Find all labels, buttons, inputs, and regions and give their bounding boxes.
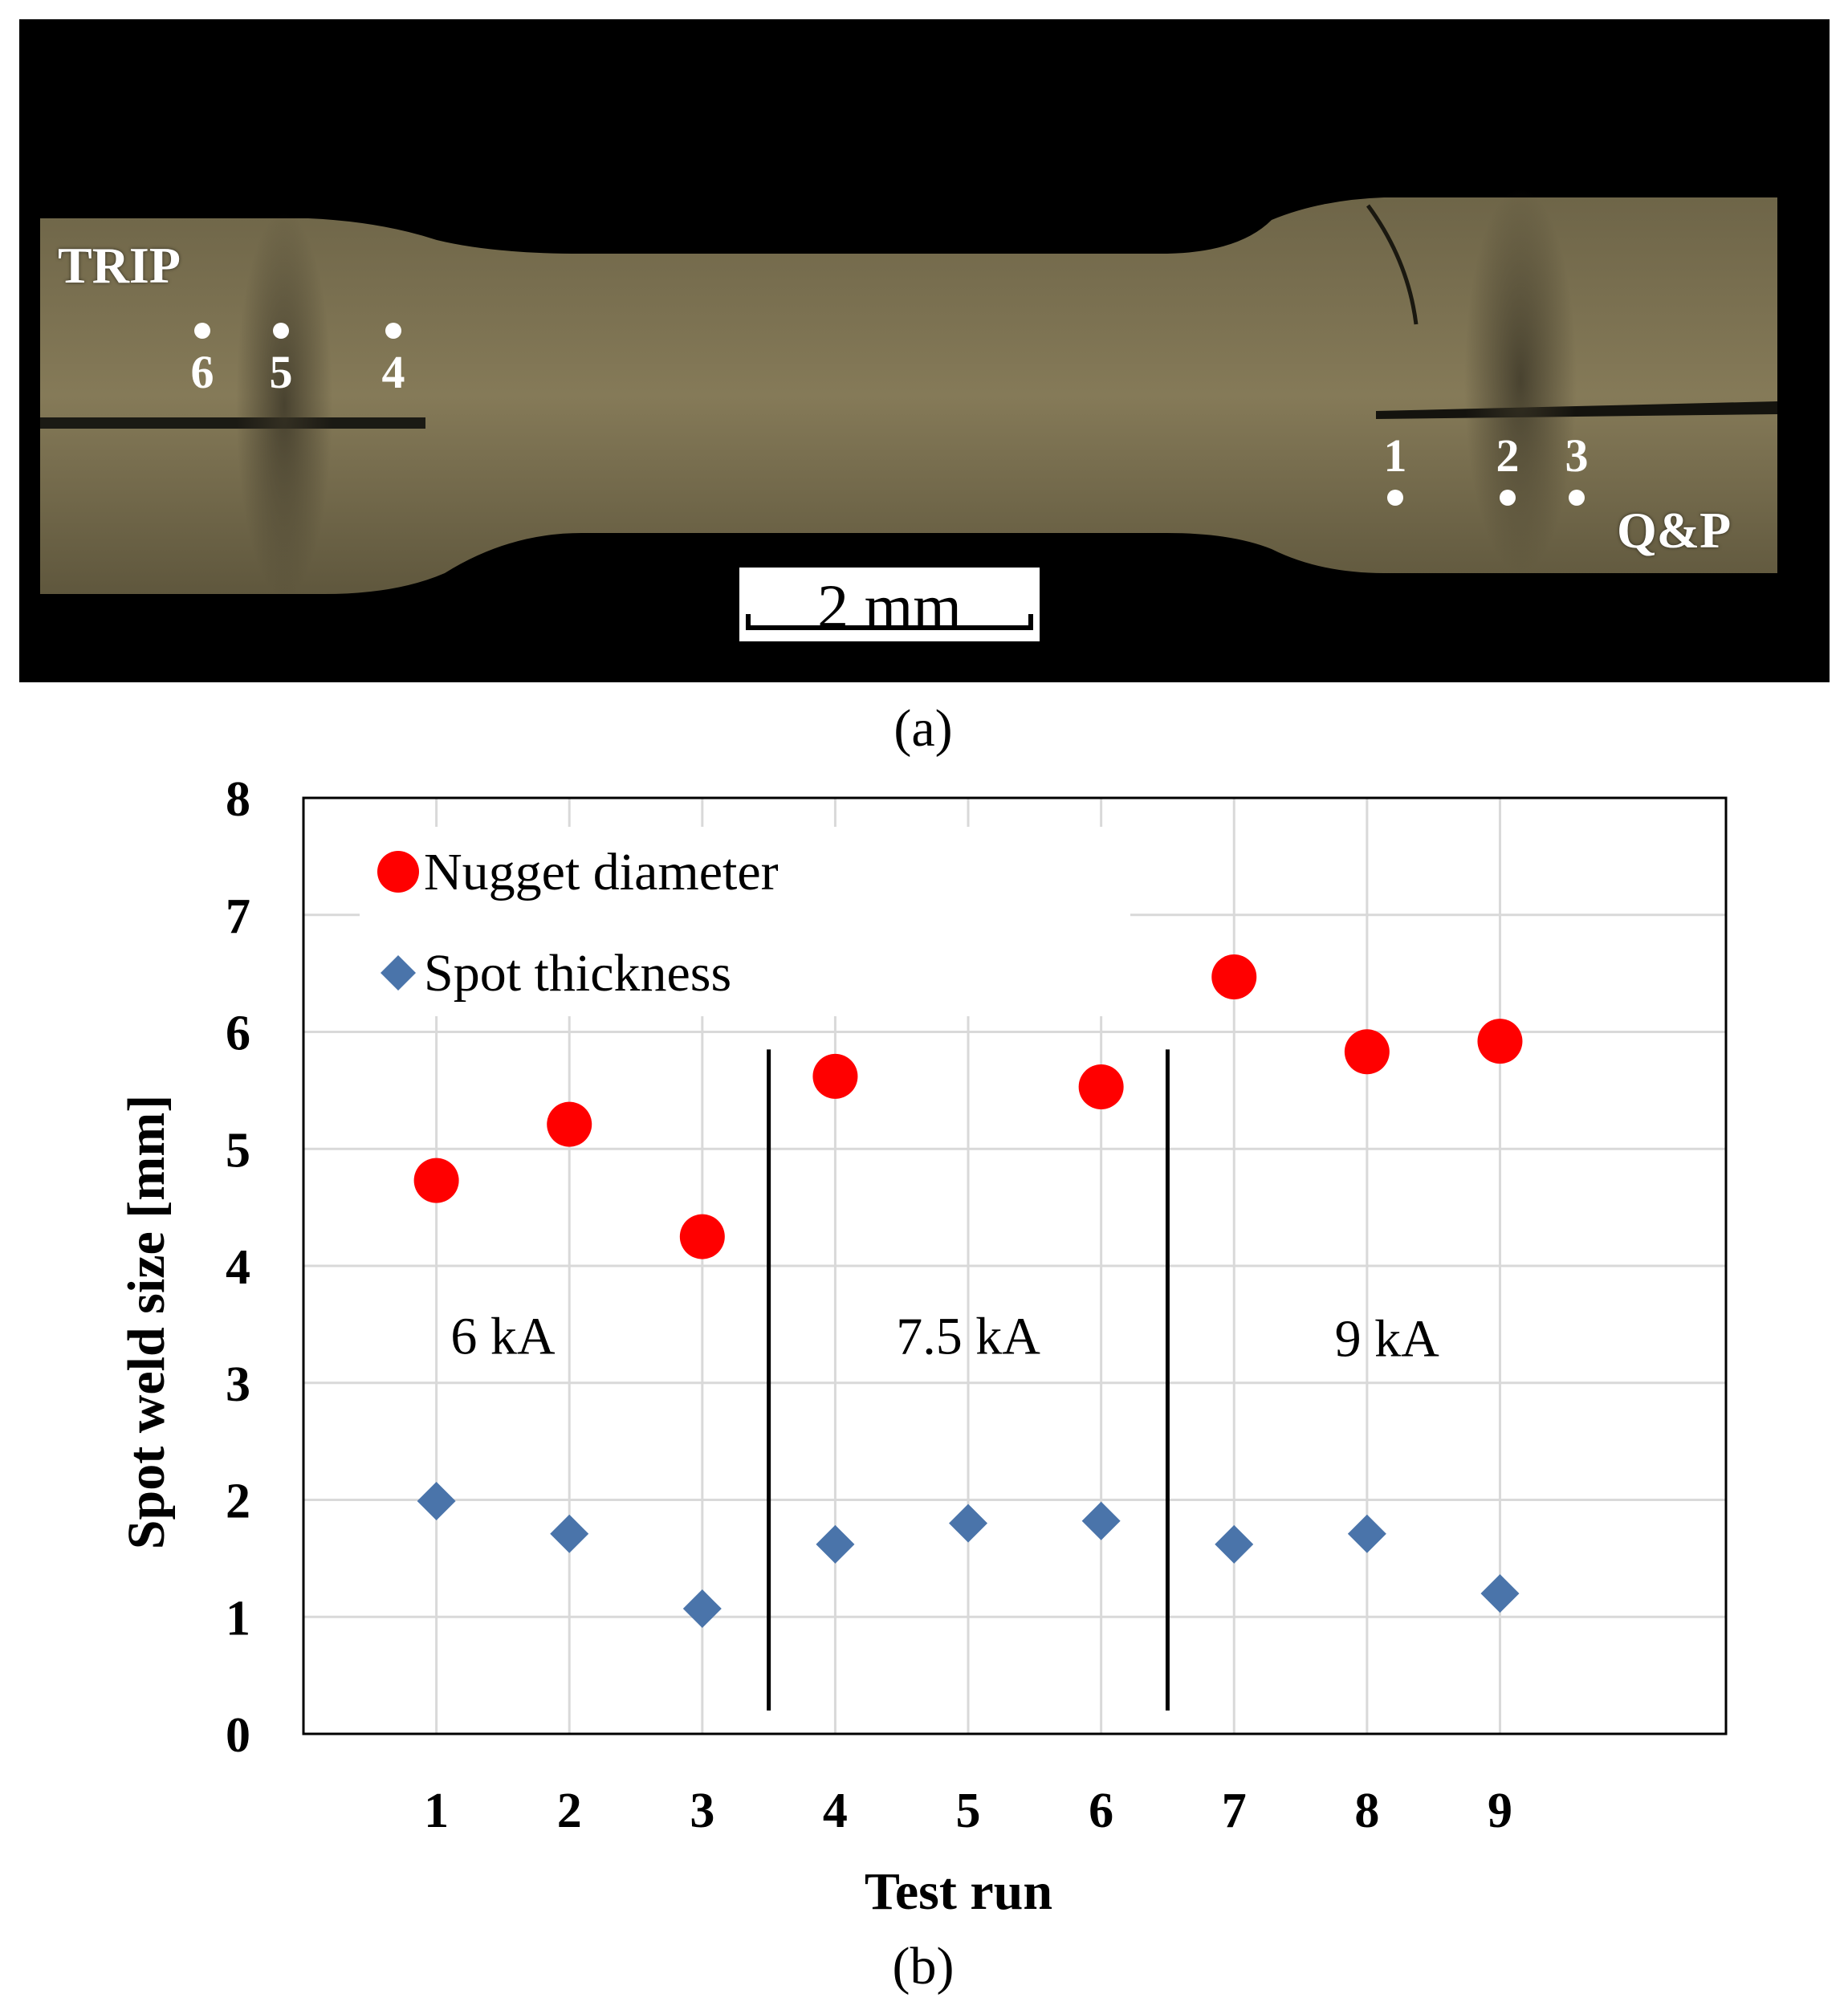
- point-label-3: 3: [1565, 429, 1589, 482]
- scale-bar-box: 2 mm: [737, 565, 1042, 644]
- legend-label: Spot thickness: [424, 944, 731, 1003]
- spot-thickness-point: [1215, 1524, 1254, 1564]
- weld-micrograph: TRIP Q&P 6 5 4 1 2 3 2 mm: [19, 19, 1830, 682]
- point-marker-1: [1387, 490, 1403, 506]
- current-label: 6 kA: [450, 1307, 556, 1365]
- legend-marker-diamond: [381, 955, 416, 991]
- spot-thickness-point: [1480, 1574, 1520, 1613]
- plot-area-frame: [302, 796, 1728, 1735]
- x-tick-label: 6: [1089, 1784, 1113, 1838]
- nugget-diameter-point: [547, 1101, 592, 1147]
- spot-thickness-point: [1081, 1501, 1121, 1540]
- x-tick-label: 7: [1222, 1784, 1247, 1838]
- data-series: [413, 941, 1523, 1629]
- spot-thickness-point: [816, 1524, 855, 1564]
- point-marker-4: [385, 323, 401, 339]
- nugget-diameter-point: [1078, 1064, 1124, 1110]
- weld-cross-section-image: [40, 188, 1777, 597]
- crack-line: [1366, 204, 1419, 325]
- point-marker-2: [1500, 490, 1516, 506]
- spot-thickness-point: [949, 1503, 988, 1543]
- point-marker-5: [273, 323, 289, 339]
- spot-thickness-point: [550, 1514, 589, 1553]
- material-label-trip: TRIP: [58, 237, 181, 294]
- x-tick-label: 4: [823, 1784, 848, 1838]
- point-label-4: 4: [381, 346, 405, 398]
- y-tick-label: 5: [226, 1123, 250, 1178]
- legend-label: Nugget diameter: [424, 843, 779, 901]
- point-label-2: 2: [1496, 429, 1520, 482]
- x-tick-label: 1: [424, 1784, 449, 1838]
- nugget-diameter-point: [1344, 1029, 1390, 1075]
- point-marker-6: [194, 323, 210, 339]
- legend-marker-circle: [377, 851, 419, 893]
- nugget-diameter-point: [812, 1053, 858, 1099]
- panel-label-b: (b): [892, 1937, 955, 1996]
- legend-background: [360, 827, 1130, 1016]
- y-tick-label: 4: [226, 1240, 250, 1295]
- nugget-diameter-point: [413, 1158, 459, 1203]
- current-label: 9 kA: [1335, 1309, 1440, 1368]
- y-tick-label: 1: [226, 1591, 250, 1646]
- point-label-6: 6: [190, 346, 214, 398]
- nugget-diameter-point: [1211, 954, 1257, 999]
- x-tick-label: 8: [1354, 1784, 1379, 1838]
- y-tick-label: 6: [226, 1007, 250, 1061]
- y-tick-label: 0: [226, 1708, 250, 1763]
- chart-legend: Nugget diameter Spot thickness: [360, 827, 1130, 1016]
- y-tick-label: 2: [226, 1475, 250, 1529]
- haz-band-left: [236, 212, 332, 597]
- x-tick-label: 5: [956, 1784, 981, 1838]
- x-axis-title: Test run: [865, 1862, 1052, 1921]
- point-label-5: 5: [269, 346, 293, 398]
- y-axis-ticks: 0 1 2 3 4 5 6 7 8: [226, 772, 250, 1763]
- point-label-1: 1: [1383, 429, 1407, 482]
- x-axis-ticks: 1 2 3 4 5 6 7 8 9: [424, 1784, 1512, 1838]
- spot-thickness-point: [682, 1589, 722, 1629]
- point-marker-3: [1569, 490, 1585, 506]
- panel-label-a: (a): [893, 699, 953, 758]
- x-tick-label: 2: [557, 1784, 582, 1838]
- nugget-diameter-point: [679, 1214, 725, 1259]
- current-group-labels: 6 kA 7.5 kA 9 kA: [450, 1307, 1439, 1368]
- current-group-separators: [767, 1049, 1170, 1711]
- spot-thickness-point: [417, 1481, 456, 1520]
- haz-band-right: [1464, 188, 1577, 573]
- weld-section-shape: [40, 197, 1777, 594]
- y-tick-label: 7: [226, 889, 250, 944]
- material-label-qp: Q&P: [1617, 502, 1732, 559]
- y-tick-label: 3: [226, 1357, 250, 1412]
- spot-thickness-point: [1347, 1514, 1386, 1553]
- y-axis-title: Spot weld size [mm]: [117, 1095, 176, 1549]
- y-tick-label: 8: [226, 772, 250, 827]
- current-label: 7.5 kA: [896, 1307, 1040, 1365]
- x-tick-label: 3: [690, 1784, 714, 1838]
- nugget-diameter-point: [1477, 1019, 1523, 1064]
- scale-bar-line: [746, 614, 1033, 630]
- x-tick-label: 9: [1488, 1784, 1512, 1838]
